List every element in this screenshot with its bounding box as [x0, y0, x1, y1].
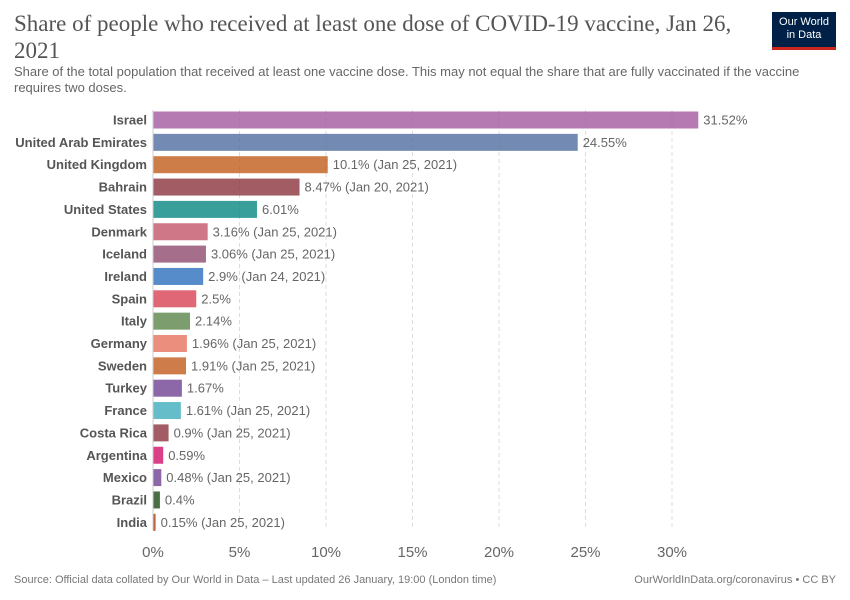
- chart-subtitle: Share of the total population that recei…: [14, 64, 800, 95]
- value-label: 0.48% (Jan 25, 2021): [166, 470, 290, 485]
- value-label: 3.16% (Jan 25, 2021): [213, 224, 337, 239]
- category-label: Costa Rica: [80, 425, 148, 440]
- category-label: Turkey: [105, 381, 147, 396]
- bar: [153, 446, 164, 464]
- bar: [153, 245, 206, 263]
- bar: [153, 178, 300, 196]
- bar: [153, 402, 181, 420]
- source-note: Source: Official data collated by Our Wo…: [14, 574, 497, 586]
- x-tick-label: 5%: [229, 544, 251, 561]
- value-label: 0.15% (Jan 25, 2021): [161, 515, 285, 530]
- value-label: 0.4%: [165, 492, 195, 507]
- bar: [153, 290, 197, 308]
- logo-line-1: Our World: [779, 16, 829, 28]
- bar: [153, 513, 156, 531]
- category-label: Brazil: [112, 492, 147, 507]
- logo-line-2: in Data: [786, 29, 822, 41]
- category-label: Denmark: [91, 224, 147, 239]
- category-label: Ireland: [104, 269, 147, 284]
- x-tick-label: 30%: [657, 544, 687, 561]
- x-tick-label: 25%: [570, 544, 600, 561]
- category-label: Germany: [91, 336, 148, 351]
- value-label: 0.59%: [168, 448, 205, 463]
- category-label: Argentina: [86, 448, 147, 463]
- bar: [153, 357, 187, 375]
- category-label: Italy: [121, 314, 148, 329]
- bar: [153, 335, 187, 352]
- value-label: 1.61% (Jan 25, 2021): [186, 403, 310, 418]
- bar: [153, 156, 328, 174]
- category-label: United Kingdom: [47, 157, 147, 172]
- bar: [153, 133, 578, 151]
- value-label: 6.01%: [262, 202, 299, 217]
- bar: [153, 200, 257, 218]
- bar: [153, 223, 208, 241]
- owid-logo[interactable]: Our World in Data: [772, 12, 836, 50]
- bar: [153, 267, 204, 285]
- bar: [153, 111, 699, 129]
- category-label: Israel: [113, 113, 147, 128]
- value-label: 1.91% (Jan 25, 2021): [191, 358, 315, 373]
- bar: [153, 312, 191, 330]
- value-label: 2.14%: [195, 314, 232, 329]
- value-label: 8.47% (Jan 20, 2021): [305, 180, 429, 195]
- x-tick-label: 15%: [397, 544, 427, 561]
- value-label: 1.96% (Jan 25, 2021): [192, 336, 316, 351]
- value-label: 10.1% (Jan 25, 2021): [333, 157, 457, 172]
- category-label: United States: [64, 202, 147, 217]
- bar: [153, 469, 162, 487]
- source-link[interactable]: OurWorldInData.org/coronavirus • CC BY: [634, 574, 836, 586]
- bar: [153, 379, 182, 397]
- bar: [153, 491, 160, 509]
- value-label: 2.9% (Jan 24, 2021): [208, 269, 325, 284]
- category-label: Sweden: [98, 358, 147, 373]
- category-label: India: [117, 515, 148, 530]
- category-label: Spain: [112, 291, 147, 306]
- category-label: United Arab Emirates: [15, 135, 147, 150]
- category-label: France: [104, 403, 147, 418]
- x-tick-label: 20%: [484, 544, 514, 561]
- category-label: Iceland: [102, 247, 147, 262]
- value-label: 0.9% (Jan 25, 2021): [174, 425, 291, 440]
- x-tick-label: 0%: [142, 544, 164, 561]
- value-label: 2.5%: [201, 291, 231, 306]
- category-label: Bahrain: [99, 180, 147, 195]
- value-label: 24.55%: [583, 135, 628, 150]
- value-label: 3.06% (Jan 25, 2021): [211, 247, 335, 262]
- category-label: Mexico: [103, 470, 147, 485]
- value-label: 1.67%: [187, 381, 224, 396]
- chart-title: Share of people who received at least on…: [14, 11, 732, 63]
- value-label: 31.52%: [703, 113, 748, 128]
- x-tick-label: 10%: [311, 544, 341, 561]
- bar: [153, 424, 169, 442]
